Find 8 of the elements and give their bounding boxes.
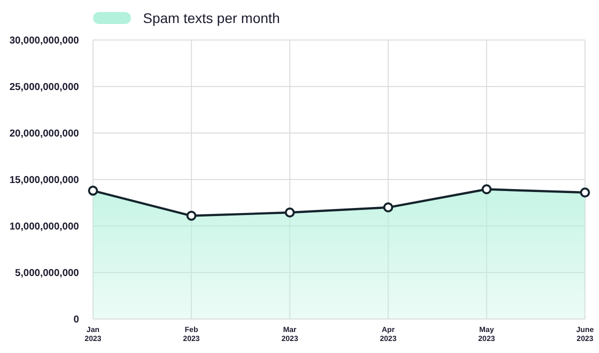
y-tick-label: 20,000,000,000 [9, 128, 80, 140]
y-tick-label: 25,000,000,000 [9, 82, 80, 93]
y-tick-label: 0 [73, 314, 80, 326]
y-tick-label: 15,000,000,000 [9, 175, 80, 186]
legend-label: Spam texts per month [143, 10, 280, 26]
y-tick-label: 5,000,000,000 [15, 268, 80, 279]
y-tick-label: 10,000,000,000 [9, 222, 80, 232]
y-tick-label: 30,000,000,000 [9, 36, 80, 46]
